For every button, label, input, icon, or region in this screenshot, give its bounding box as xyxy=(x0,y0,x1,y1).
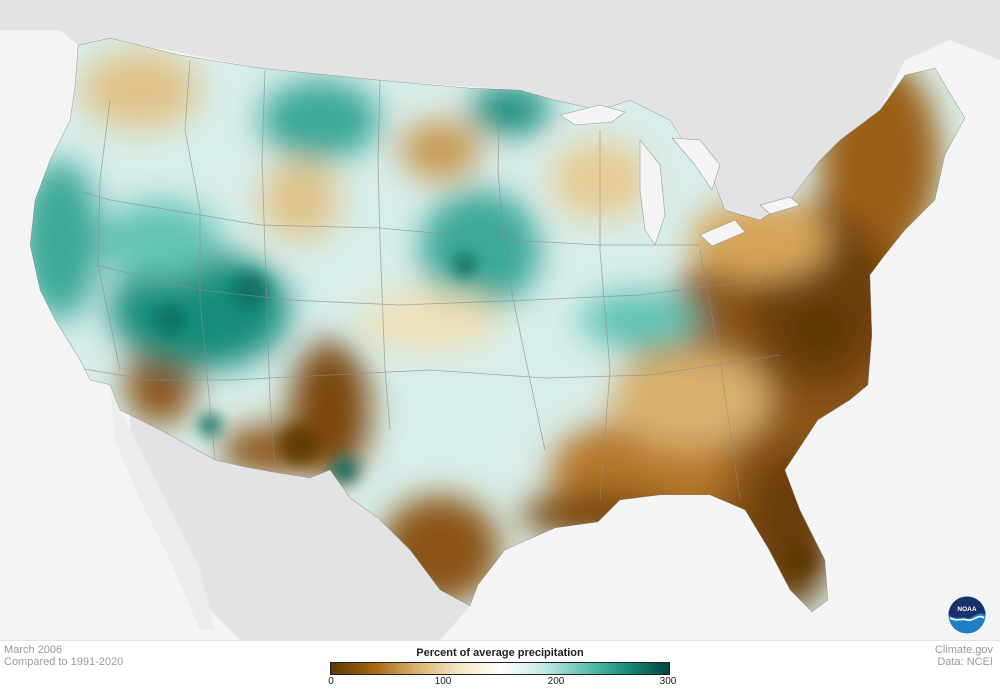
map-meta: March 2006 Compared to 1991-2020 xyxy=(4,644,123,668)
legend-color-bar xyxy=(330,662,670,675)
map-baseline: Compared to 1991-2020 xyxy=(4,656,124,668)
source-data: Data: NCEI xyxy=(937,656,993,668)
legend-tick: 0 xyxy=(328,676,334,687)
legend-title: Percent of average precipitation xyxy=(416,647,584,659)
state-boundaries xyxy=(39,59,781,501)
legend-tick: 300 xyxy=(659,676,677,687)
legend-footer: March 2006 Compared to 1991-2020 Climate… xyxy=(0,640,1000,691)
great-lakes xyxy=(559,104,801,247)
precipitation-map: NOAA xyxy=(0,0,1000,640)
noaa-logo-text: NOAA xyxy=(957,606,976,613)
noaa-logo-icon: NOAA xyxy=(948,596,986,634)
legend-tick: 200 xyxy=(547,676,565,687)
source-site: Climate.gov xyxy=(934,644,993,656)
legend-tick: 100 xyxy=(434,676,452,687)
source-meta: Climate.gov Data: NCEI xyxy=(935,644,993,668)
map-canvas xyxy=(0,0,1000,640)
surrounding-land xyxy=(0,0,1000,640)
map-month: March 2006 xyxy=(4,644,63,656)
